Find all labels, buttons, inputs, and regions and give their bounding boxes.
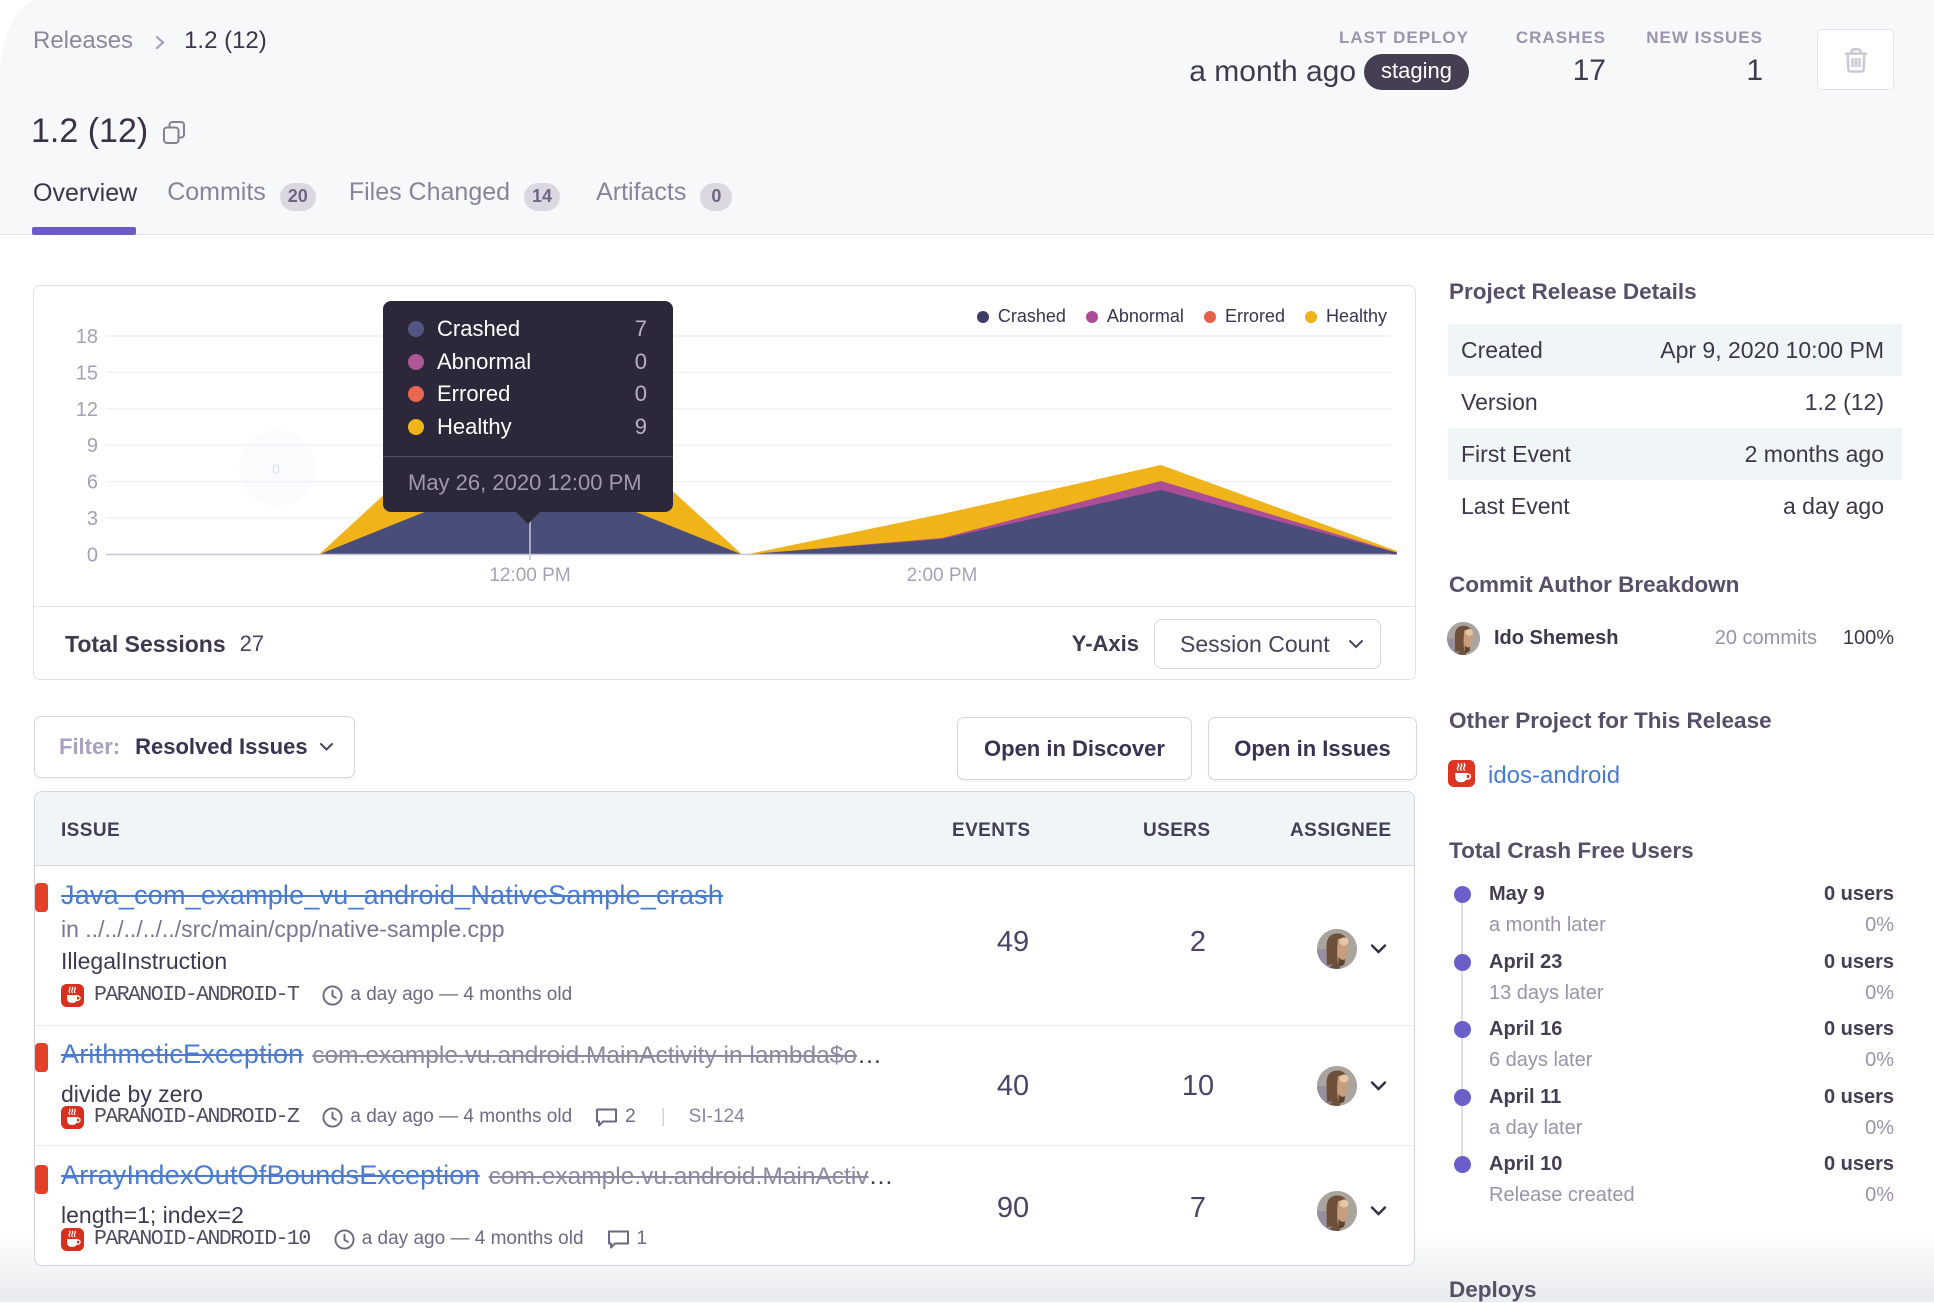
svg-text:18: 18 — [76, 326, 98, 348]
svg-text:2:00 PM: 2:00 PM — [907, 565, 978, 586]
svg-text:6: 6 — [87, 472, 98, 494]
svg-text:0: 0 — [272, 461, 280, 477]
svg-text:12:00 PM: 12:00 PM — [489, 565, 570, 586]
svg-text:12: 12 — [76, 399, 98, 421]
svg-text:3: 3 — [87, 508, 98, 530]
svg-text:9: 9 — [87, 435, 98, 457]
svg-text:0: 0 — [87, 544, 98, 566]
svg-text:15: 15 — [76, 362, 98, 384]
